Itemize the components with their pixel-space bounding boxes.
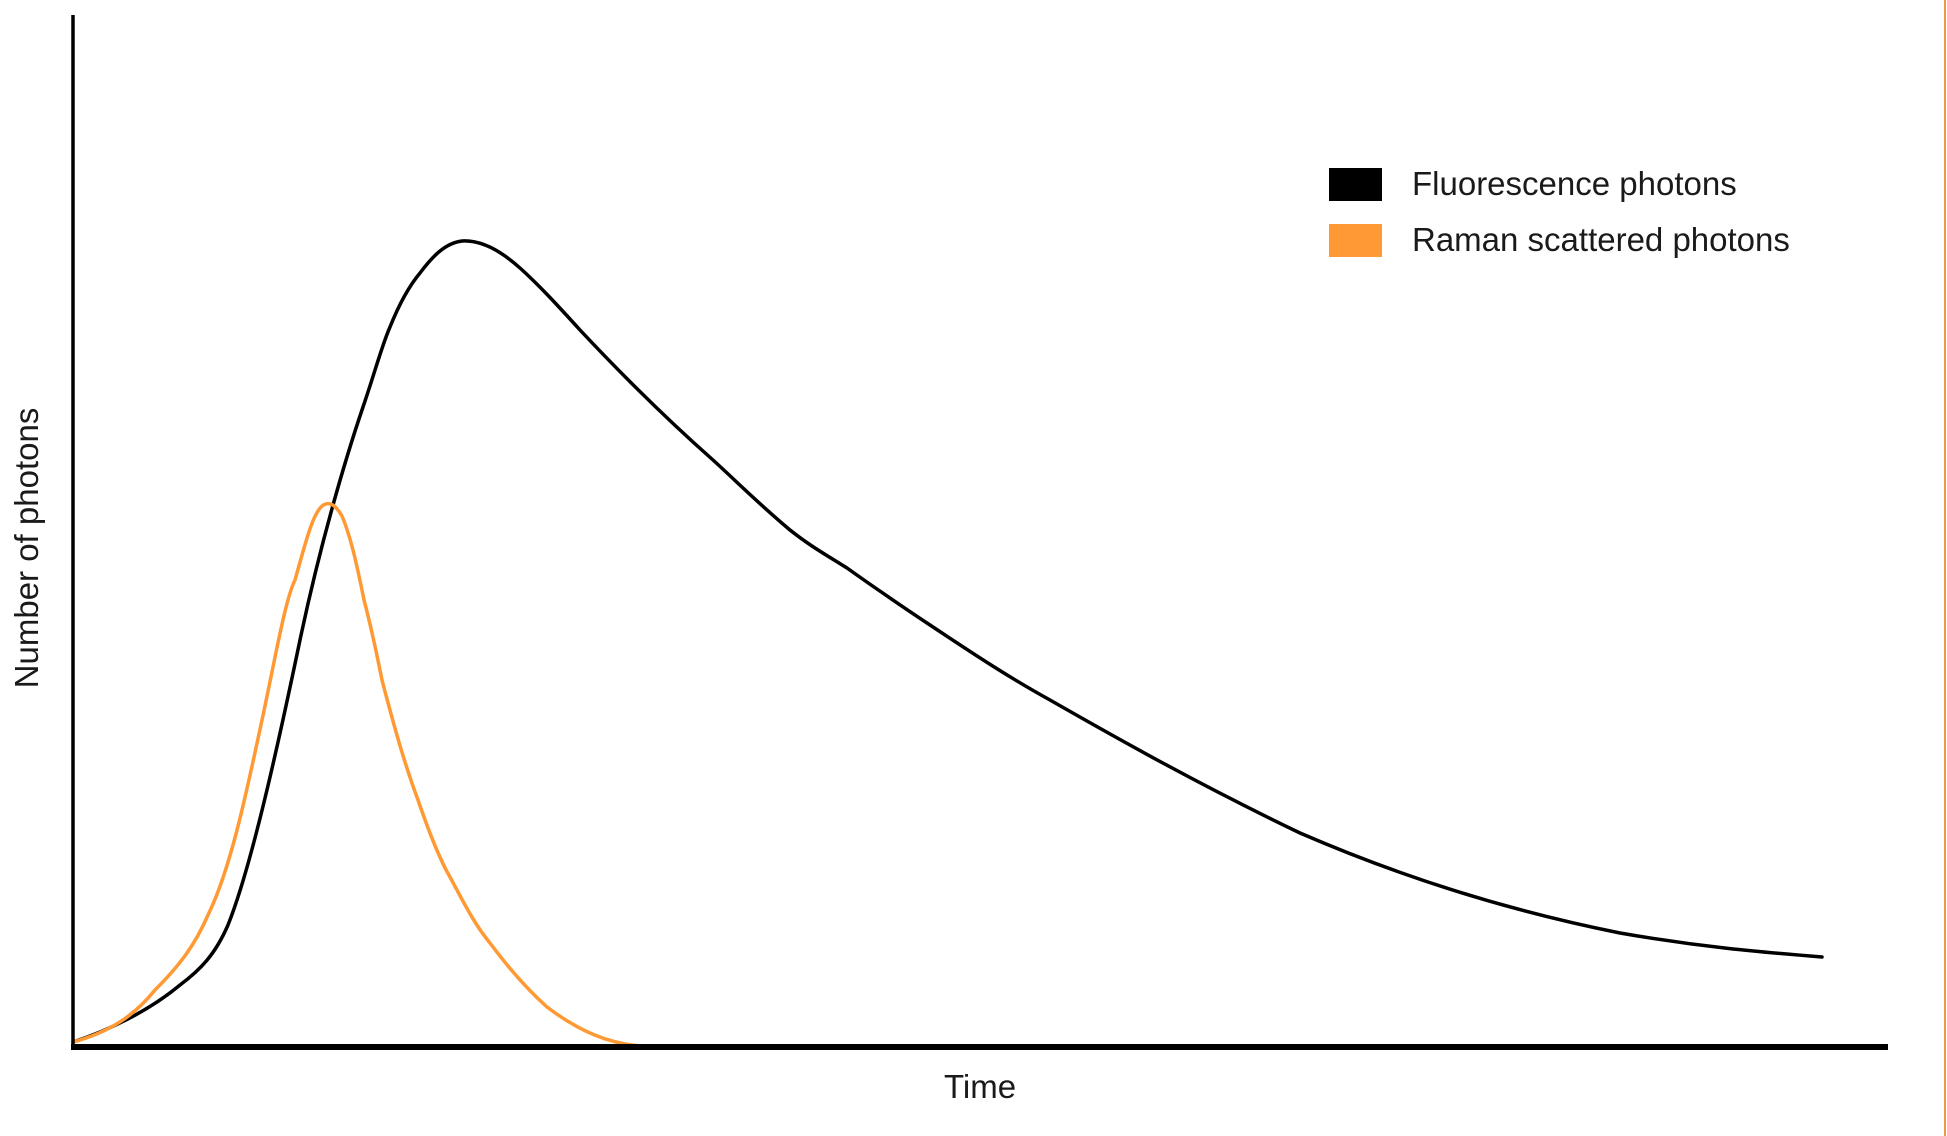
legend-swatch-fluorescence [1329, 168, 1382, 201]
y-axis-label: Number of photons [8, 407, 45, 689]
legend-label: Fluorescence photons [1412, 165, 1737, 202]
raman-curve [71, 501, 644, 1048]
x-axis-label: Time [943, 1068, 1017, 1105]
frame-right-edge [1944, 0, 1946, 1136]
legend: Fluorescence photons Raman scattered pho… [1329, 166, 1790, 278]
legend-item-fluorescence: Fluorescence photons [1329, 166, 1790, 222]
legend-swatch-raman [1329, 224, 1382, 257]
legend-label: Raman scattered photons [1412, 221, 1790, 258]
fluorescence-curve [71, 239, 1824, 1044]
legend-item-raman: Raman scattered photons [1329, 222, 1790, 278]
